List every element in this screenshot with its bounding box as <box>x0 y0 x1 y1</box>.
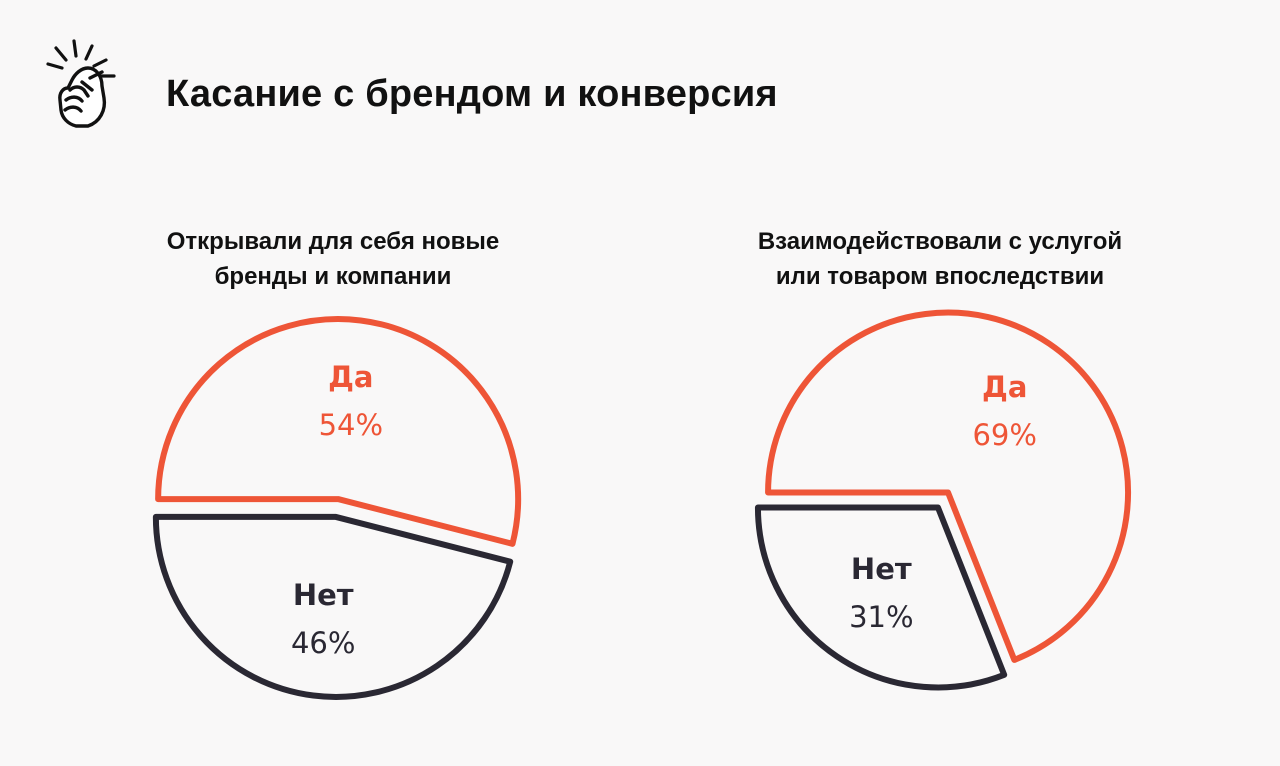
pie-slice-yes <box>765 309 1132 663</box>
chart-title-line: Взаимодействовали с услугой <box>757 228 1123 255</box>
slice-value-yes: 54% <box>319 408 383 442</box>
chart-title-discovered-brands: Открывали для себя новые бренды и компан… <box>103 224 563 294</box>
pie-slice-no <box>754 504 1008 691</box>
pie-slice-no <box>152 513 514 700</box>
snapping-fingers-hand-icon <box>46 39 116 128</box>
pie-slice-yes <box>155 316 522 547</box>
page-title: Касание с брендом и конверсия <box>166 73 778 115</box>
slice-value-yes: 69% <box>972 418 1036 452</box>
slice-value-no: 46% <box>291 626 355 660</box>
slice-label-yes: Да <box>328 360 373 394</box>
chart-title-line: или товаром впоследствии <box>775 263 1105 290</box>
slice-label-no: Нет <box>293 578 354 612</box>
chart-title-line: Открывали для себя новые <box>166 228 500 255</box>
slice-label-yes: Да <box>982 370 1027 404</box>
chart-title-interacted-later: Взаимодействовали с услугой или товаром … <box>710 224 1170 294</box>
chart-title-line: бренды и компании <box>214 263 452 290</box>
slice-label-no: Нет <box>851 552 912 586</box>
slice-value-no: 31% <box>849 600 913 634</box>
